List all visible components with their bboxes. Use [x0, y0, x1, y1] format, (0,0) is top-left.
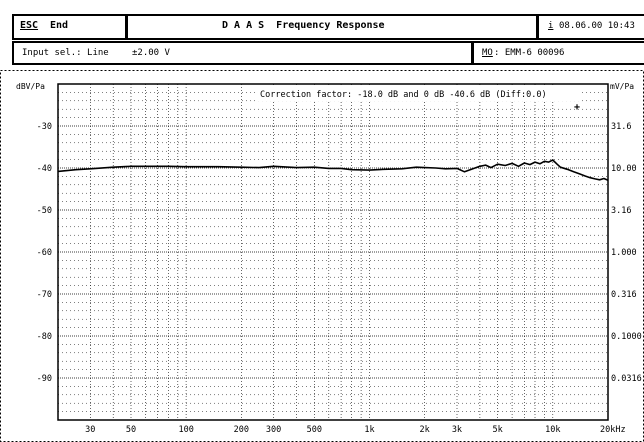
y-tick-label-left: -80: [37, 332, 52, 342]
plot-lines: [57, 159, 609, 181]
x-tick-label: 10k: [545, 425, 560, 435]
x-tick-label: 500: [307, 425, 322, 435]
y-tick-label-right: 3.16: [611, 206, 631, 216]
x-tick-label: 200: [234, 425, 249, 435]
x-tick-label: 50: [126, 425, 136, 435]
x-tick-label: 20kHz: [600, 425, 626, 435]
x-tick-label: 30: [85, 425, 95, 435]
y-tick-label-right: 0.1000: [611, 332, 642, 342]
response-curve: [57, 159, 609, 181]
correction-annotation: Correction factor: -18.0 dB and 0 dB -40…: [260, 90, 547, 100]
y-tick-label-left: -30: [37, 122, 52, 132]
x-tick-label: 1k: [364, 425, 374, 435]
plot-area: [57, 83, 609, 421]
x-tick-label: 100: [178, 425, 193, 435]
esc-key[interactable]: ESC: [20, 20, 39, 31]
input-level-label: ±2.00 V: [132, 48, 170, 58]
y-tick-label-left: -70: [37, 290, 52, 300]
y-tick-label-left: -40: [37, 164, 52, 174]
x-tick-label: 2k: [420, 425, 430, 435]
y-tick-label-left: -60: [37, 248, 52, 258]
title-box: [126, 14, 538, 40]
grid: [57, 83, 608, 421]
y-axis-label-left: dBV/Pa: [16, 82, 45, 91]
info-key[interactable]: i: [548, 21, 554, 31]
esc-box[interactable]: [12, 14, 127, 40]
x-tick-label: 300: [266, 425, 281, 435]
mic-value: : EMM-6 00096: [494, 48, 565, 58]
input-select-label: Input sel.: Line: [22, 48, 109, 58]
y-tick-label-left: -50: [37, 206, 52, 216]
esc-label: End: [50, 20, 69, 31]
mic-key[interactable]: MO: [482, 48, 493, 58]
axis-labels: -30 -40 -50 -60 -70 -80 -90 31.6 10.00 3.16 1.000 0…: [37, 122, 642, 435]
x-tick-label: 3k: [452, 425, 462, 435]
y-tick-label-right: 0.316: [611, 290, 637, 300]
page-title: D A A S Frequency Response: [222, 20, 385, 31]
annotation-bg: [258, 87, 580, 101]
input-box: [12, 41, 473, 65]
y-tick-label-left: -90: [37, 374, 52, 384]
y-tick-label-right: 0.0316: [611, 374, 642, 384]
x-tick-label: 5k: [492, 425, 502, 435]
y-tick-label-right: 31.6: [611, 122, 631, 132]
datetime-box[interactable]: [537, 14, 644, 40]
y-tick-label-right: 1.000: [611, 248, 637, 258]
mic-box[interactable]: [472, 41, 644, 65]
marker-plus: +: [574, 102, 580, 113]
datetime-label: 08.06.00 10:43: [559, 21, 635, 31]
y-axis-label-right: mV/Pa: [610, 82, 634, 91]
y-tick-label-right: 10.00: [611, 164, 637, 174]
